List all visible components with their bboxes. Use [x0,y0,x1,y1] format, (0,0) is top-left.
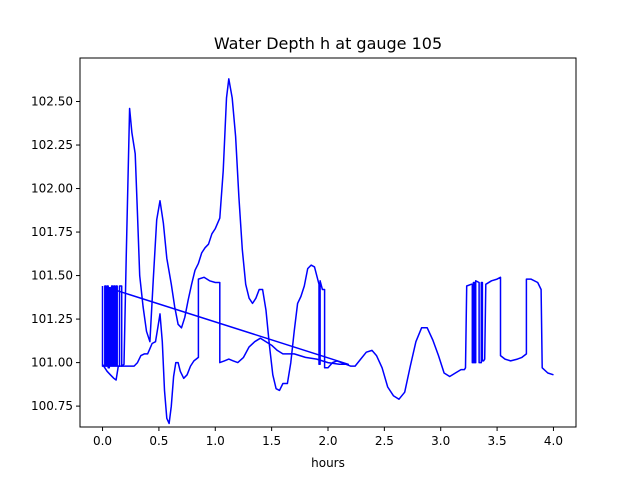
x-axis: 0.0 0.5 1.0 1.5 2.0 2.5 3.0 3.5 4.0 [93,427,563,448]
x-tick-label: 3.0 [431,434,450,448]
y-tick-label: 101.50 [31,269,73,283]
series-line-2 [101,276,350,425]
x-tick-label: 4.0 [544,434,563,448]
y-axis: 100.75 101.00 101.25 101.50 101.75 102.00 102.… [31,95,80,413]
axes-frame [79,57,577,428]
x-tick-label: 1.0 [206,434,225,448]
y-tick-label: 102.00 [31,182,73,196]
plot-area [101,78,554,425]
y-tick-label: 102.25 [31,138,73,152]
x-tick-label: 2.0 [318,434,337,448]
y-tick-label: 101.00 [31,356,73,370]
x-tick-label: 0.5 [149,434,168,448]
y-tick-label: 101.25 [31,312,73,326]
y-tick-label: 102.50 [31,95,73,109]
x-axis-label: hours [311,456,345,470]
x-tick-label: 2.5 [375,434,394,448]
y-tick-label: 100.75 [31,399,73,413]
x-tick-label: 1.5 [262,434,281,448]
y-tick-label: 101.75 [31,225,73,239]
x-tick-label: 0.0 [93,434,112,448]
series-line-1 [101,78,554,400]
x-tick-label: 3.5 [488,434,507,448]
chart-title: Water Depth h at gauge 105 [214,34,442,53]
